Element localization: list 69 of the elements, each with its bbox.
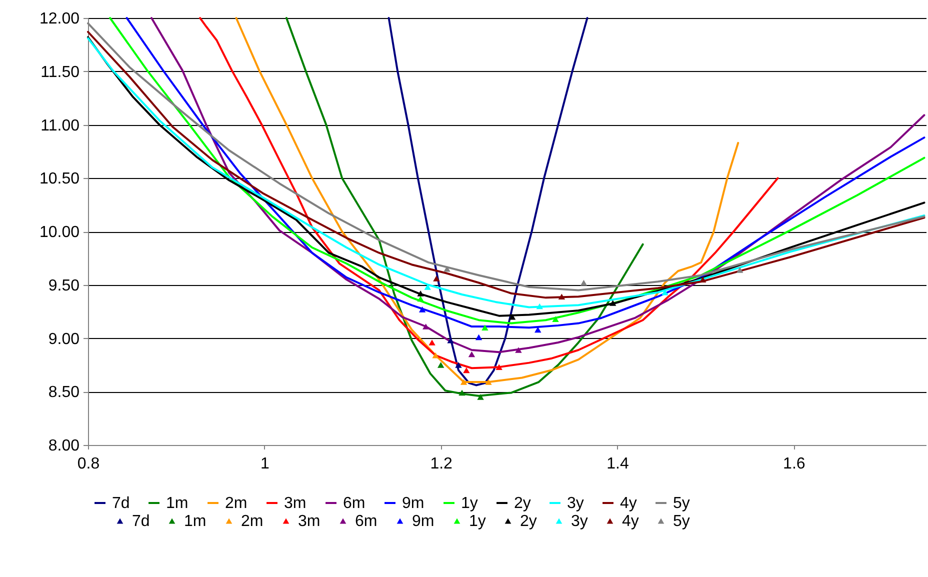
y-tick-label: 10.50 [39, 170, 80, 188]
legend-label: 6m [343, 495, 366, 512]
legend-label: 1m [166, 495, 188, 512]
legend-label: 2m [225, 495, 248, 512]
legend-label: 2y [520, 513, 537, 530]
legend-label: 1m [184, 513, 206, 530]
point [496, 364, 502, 370]
point [444, 266, 450, 272]
point [460, 379, 468, 385]
point [534, 326, 542, 333]
point [508, 314, 516, 320]
point [428, 340, 436, 346]
line-series [388, 17, 588, 386]
point [475, 334, 482, 340]
legend-label: 7d [112, 495, 130, 512]
point [468, 351, 476, 358]
y-tick-label: 10.00 [39, 224, 80, 241]
x-tick-label: 1.2 [430, 456, 453, 472]
y-tick-label: 11.50 [40, 64, 80, 81]
legend-label: 3y [571, 513, 588, 530]
legend-label: 7d [132, 513, 150, 530]
point [418, 306, 426, 312]
legend-label: 3y [567, 495, 584, 512]
point [485, 379, 492, 385]
point [558, 294, 566, 300]
line-series [235, 17, 740, 384]
point [422, 324, 430, 330]
y-tick-label: 9.50 [48, 277, 80, 294]
point [417, 296, 424, 302]
y-tick-label: 11.00 [40, 117, 80, 134]
point [552, 316, 559, 322]
point [432, 352, 439, 358]
legend-label: 4y [620, 495, 637, 512]
point [455, 362, 462, 368]
y-tick-label: 8.50 [48, 384, 80, 402]
legend-label: 3m [298, 513, 320, 530]
point [610, 300, 616, 306]
x-tick-label: 1 [260, 456, 270, 472]
legend-label: 3m [284, 495, 306, 512]
legend-label: 5y [673, 513, 690, 530]
y-tick-label: 12.00 [39, 10, 80, 28]
legend-label: 2y [514, 495, 531, 512]
legend-label: 6m [355, 513, 378, 530]
point [536, 303, 543, 310]
legend-label: 4y [622, 513, 639, 530]
legend-label: 9m [402, 495, 424, 512]
point [736, 267, 744, 273]
point [580, 280, 588, 286]
point [463, 367, 470, 374]
legend-label: 1y [469, 513, 486, 530]
point [458, 390, 466, 396]
point [433, 276, 440, 282]
x-tick-label: 0.8 [77, 456, 100, 472]
legend-label: 5y [673, 495, 690, 512]
point [477, 394, 484, 400]
x-tick-label: 1.6 [783, 456, 806, 472]
legend-label: 2m [241, 513, 264, 530]
point [437, 362, 444, 368]
point [515, 347, 522, 353]
x-tick-label: 1.4 [606, 456, 629, 472]
point [417, 290, 424, 296]
y-tick-label: 8.00 [48, 438, 80, 454]
point [699, 276, 706, 282]
point [482, 324, 488, 330]
line-series [199, 17, 779, 370]
legend-label: 1y [461, 495, 478, 512]
legend-label: 9m [412, 513, 434, 530]
point [424, 284, 431, 290]
y-tick-label: 9.00 [48, 330, 80, 348]
